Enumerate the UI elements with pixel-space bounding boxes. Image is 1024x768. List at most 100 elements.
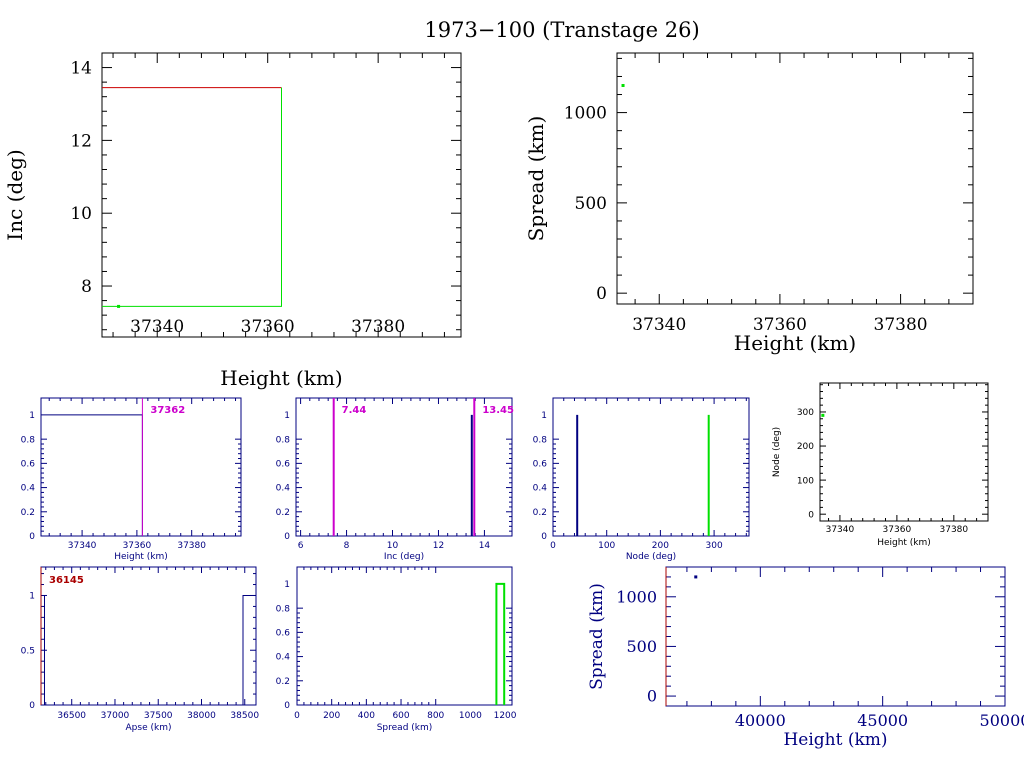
plot-frame	[101, 52, 462, 338]
x-tick-label: 600	[392, 711, 409, 721]
plot-frame	[40, 397, 242, 537]
x-tick-label: 1200	[494, 711, 517, 721]
y-tick-label: 0	[541, 532, 547, 542]
x-tick-label: 37500	[144, 711, 173, 721]
x-tick-label: 300	[706, 541, 723, 551]
x-tick-label: 37000	[101, 711, 130, 721]
x-axis-label: Height (km)	[734, 331, 856, 355]
y-tick-label: 0	[284, 532, 290, 542]
y-tick-label: 1	[29, 592, 35, 602]
x-tick-label: 37360	[753, 315, 807, 335]
plot-frame	[665, 566, 1006, 707]
chart-apse-hist: 36500 37000 37500 38000 38500 0 0.5 1 Apse (km) 3…	[21, 566, 259, 733]
x-tick-label: 0	[294, 711, 300, 721]
y-tick-label: 500	[626, 637, 657, 656]
y-tick-label: 0.4	[276, 653, 291, 663]
y-tick-label: 8	[81, 277, 92, 297]
series-line	[41, 595, 45, 705]
x-tick-label: 37380	[940, 525, 969, 535]
y-tick-label: 1	[284, 411, 290, 421]
x-tick-label: 37380	[874, 315, 928, 335]
x-tick-label: 200	[652, 541, 669, 551]
y-tick-label: 12	[70, 131, 92, 151]
x-axis-label: Apse (km)	[126, 723, 172, 733]
y-tick-label: 1000	[616, 587, 657, 606]
y-tick-label: 0	[284, 701, 290, 711]
x-tick-label: 37340	[130, 317, 184, 337]
x-tick-label: 200	[323, 711, 340, 721]
x-axis-label: Height (km)	[783, 730, 887, 750]
page-title: 1973−100 (Transtage 26)	[424, 18, 699, 42]
y-tick-label: 0.5	[21, 646, 35, 656]
x-tick-label: 37360	[883, 525, 912, 535]
x-tick-label: 8	[344, 541, 350, 551]
data-point	[117, 304, 121, 308]
x-tick-label: 40000	[735, 711, 786, 730]
x-tick-label: 1000	[459, 711, 482, 721]
plot-frame	[40, 566, 257, 706]
series-line	[242, 595, 256, 705]
annotation-label: 36145	[49, 575, 84, 586]
y-tick-label: 0	[29, 701, 35, 711]
x-tick-label: 400	[358, 711, 375, 721]
plot-frame	[819, 382, 989, 522]
y-axis-label: Node (deg)	[772, 427, 782, 477]
y-tick-label: 0.2	[276, 508, 290, 518]
x-tick-label: 37340	[68, 541, 97, 551]
annotation-label: 13.45	[482, 405, 514, 416]
x-tick-label: 38000	[187, 711, 216, 721]
y-tick-label: 500	[575, 194, 607, 214]
y-tick-label: 0.6	[276, 629, 291, 639]
y-tick-label: 0.6	[21, 460, 36, 470]
y-tick-label: 0.2	[276, 677, 290, 687]
plot-frame	[616, 52, 974, 305]
y-tick-label: 0.8	[21, 435, 36, 445]
x-tick-label: 37380	[177, 541, 206, 551]
x-axis-label: Spread (km)	[377, 723, 433, 733]
plot-frame	[552, 397, 750, 537]
y-axis-label: Inc (deg)	[3, 149, 27, 240]
y-tick-label: 300	[797, 408, 814, 418]
y-axis-label: Spread (km)	[524, 116, 548, 242]
series-line	[495, 582, 506, 705]
y-axis-label: Spread (km)	[587, 583, 607, 690]
y-tick-label: 0	[808, 510, 814, 520]
x-tick-label: 800	[427, 711, 444, 721]
x-tick-label: 37360	[241, 317, 295, 337]
data-point	[621, 84, 625, 88]
plot-frame	[295, 397, 513, 537]
plot-frame	[296, 566, 513, 706]
series-line	[41, 414, 143, 536]
x-tick-label: 37340	[826, 525, 855, 535]
y-tick-label: 0.2	[533, 508, 547, 518]
x-tick-label: 100	[598, 541, 615, 551]
y-tick-label: 0.4	[21, 484, 36, 494]
x-tick-label: 36500	[57, 711, 86, 721]
y-tick-label: 0.4	[276, 484, 291, 494]
chart-node-vs-height: 37340 37360 37380 0 100 200 300 Height (km) Node…	[772, 382, 989, 548]
chart-spread-vs-height: 37340 37360 37380 0 500 1000 Height (km) Spread…	[524, 52, 974, 355]
y-tick-label: 1	[29, 411, 35, 421]
chart-spread-hist: 0 200 400 600 800 1000 1200 0 0.2 0.4 0.6 0.8 1 Sprea…	[276, 566, 517, 733]
y-tick-label: 0	[647, 687, 657, 706]
x-axis-label: Inc (deg)	[384, 552, 424, 562]
x-axis-label: Height (km)	[220, 366, 342, 390]
x-tick-label: 14	[479, 541, 491, 551]
y-tick-label: 0	[29, 532, 35, 542]
x-tick-label: 37380	[351, 317, 405, 337]
chart-inc-hist: 6 8 10 12 14 0 0.2 0.4 0.6 0.8 1 Inc (deg) 7.44 13.45	[276, 397, 514, 562]
y-tick-label: 1	[284, 580, 290, 590]
data-point	[821, 413, 825, 417]
y-tick-label: 0.8	[533, 435, 548, 445]
x-tick-label: 37360	[123, 541, 152, 551]
y-tick-label: 1000	[564, 104, 607, 124]
y-tick-label: 200	[797, 442, 814, 452]
y-tick-label: 0.2	[21, 508, 35, 518]
x-tick-label: 37340	[632, 315, 686, 335]
chart-height-hist: 37340 37360 37380 0 0.2 0.4 0.6 0.8 1 Height (km)…	[21, 397, 242, 562]
x-axis-label: Node (deg)	[626, 552, 676, 562]
annotation-label: 7.44	[342, 405, 367, 416]
